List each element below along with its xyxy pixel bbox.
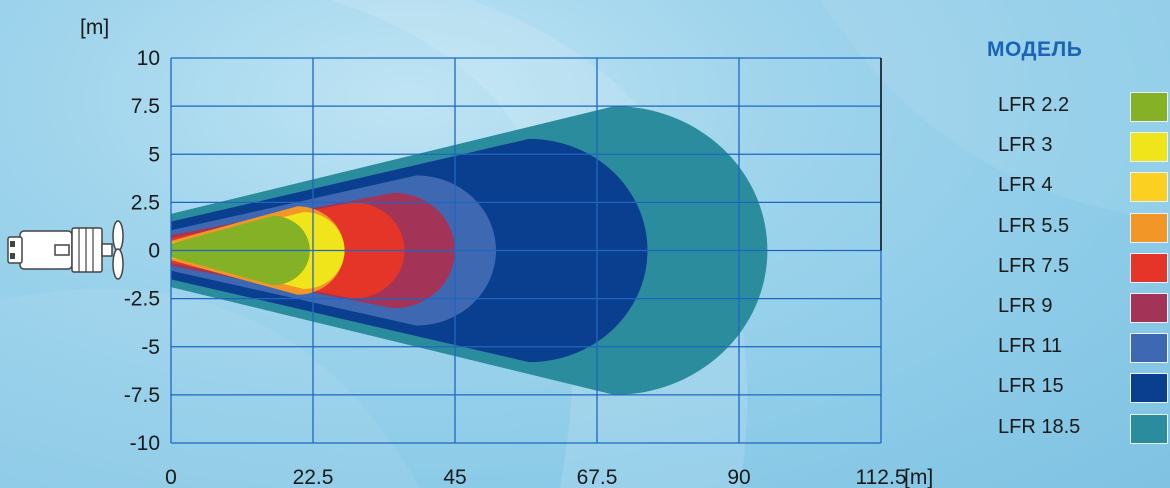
- grid: [170, 57, 882, 444]
- y-tick-label: 7.5: [131, 95, 160, 118]
- y-tick-label: -7.5: [124, 384, 160, 407]
- legend-swatch: [1130, 293, 1168, 323]
- legend-item: LFR 7.5: [998, 252, 1170, 283]
- legend-item: LFR 5.5: [998, 212, 1170, 243]
- legend-item: LFR 11: [998, 333, 1170, 364]
- legend-swatch: [1130, 172, 1168, 203]
- x-axis-unit: [m]: [904, 466, 933, 488]
- tick-labels: 107.552.50-2.5-5-7.5-100 22.5 45 67.5 90 112.…: [124, 47, 907, 488]
- x-tick-label: 45: [443, 466, 466, 488]
- legend-swatch: [1130, 252, 1168, 283]
- legend-label: LFR 7.5: [998, 254, 1070, 277]
- legend-title: МОДЕЛЬ: [987, 38, 1083, 61]
- legend-swatch: [1130, 132, 1168, 163]
- x-tick-label: 90: [727, 466, 750, 488]
- x-tick-label: 112.5: [856, 466, 907, 488]
- y-tick-label: -10: [130, 432, 160, 455]
- x-tick-label: 67.5: [577, 466, 618, 488]
- legend-item: LFR 9: [998, 293, 1170, 323]
- legend-swatch: [1130, 212, 1168, 243]
- y-tick-label: 2.5: [131, 191, 160, 214]
- legend-label: LFR 15: [998, 375, 1064, 398]
- y-tick-label: 0: [148, 240, 160, 263]
- y-axis-unit: [m]: [80, 16, 109, 39]
- legend-item: LFR 15: [998, 373, 1170, 404]
- legend-label: LFR 3: [998, 134, 1053, 157]
- y-tick-label: 5: [148, 143, 160, 166]
- y-tick-label: 10: [137, 47, 160, 70]
- legend-item: LFR 4: [998, 172, 1170, 203]
- legend-label: LFR 9: [998, 295, 1053, 317]
- legend-swatch: [1130, 92, 1168, 122]
- legend-swatch: [1130, 413, 1168, 444]
- legend-swatch: [1130, 333, 1168, 364]
- legend-label: LFR 4: [998, 174, 1053, 197]
- legend-item: LFR 3: [998, 132, 1170, 163]
- legend-item: LFR 2.2: [998, 92, 1170, 122]
- legend-label: LFR 11: [998, 335, 1063, 358]
- legend-label: LFR 18.5: [998, 415, 1081, 438]
- y-tick-label: -2.5: [124, 288, 160, 311]
- legend-label: LFR 2.2: [998, 94, 1070, 116]
- x-tick-label: 0: [165, 466, 177, 488]
- legend-label: LFR 5.5: [998, 214, 1070, 237]
- legend-item: LFR 18.5: [998, 413, 1170, 444]
- y-tick-label: -5: [141, 336, 160, 359]
- legend-swatch: [1130, 373, 1168, 404]
- x-tick-label: 22.5: [293, 466, 334, 488]
- thruster-icon: [7, 220, 124, 280]
